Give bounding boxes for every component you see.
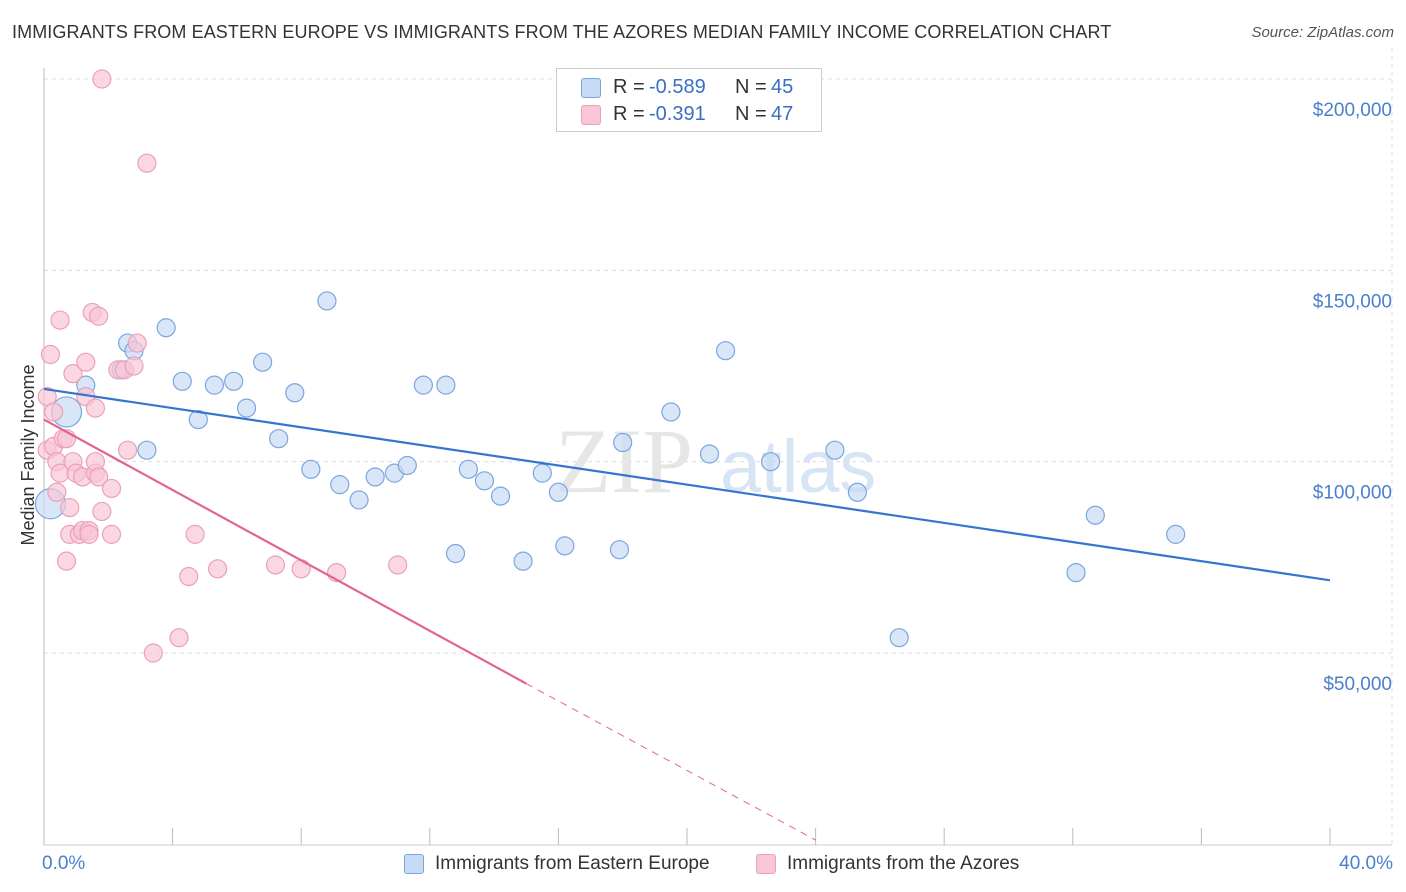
point-azores — [169, 628, 189, 648]
point-azores — [92, 69, 112, 89]
point-azores — [85, 398, 106, 418]
point-azores — [117, 440, 138, 460]
point-eastern-europe — [715, 341, 736, 361]
legend-r-value: -0.589 — [649, 76, 706, 98]
point-azores — [124, 356, 144, 376]
point-azores — [89, 467, 109, 487]
point-eastern-europe — [661, 402, 681, 422]
point-eastern-europe — [889, 628, 909, 648]
point-eastern-europe — [204, 375, 224, 395]
x-tick-label: 40.0% — [1339, 853, 1393, 874]
legend-n-value: 47 — [771, 103, 794, 125]
y-axis-label: Median Family Income — [18, 364, 38, 545]
legend-swatch-blue — [581, 78, 601, 98]
y-tick-label: $200,000 — [1313, 100, 1392, 121]
point-eastern-europe — [365, 467, 385, 487]
point-azores — [185, 524, 205, 544]
point-azores — [63, 364, 83, 384]
point-eastern-europe — [269, 429, 289, 449]
y-tick-label: $100,000 — [1313, 483, 1392, 504]
point-eastern-europe — [172, 371, 192, 391]
correlation-legend: R = -0.589 N = 45 R = -0.391 N = 47 — [556, 68, 822, 132]
trendline-azores — [43, 418, 527, 685]
grid-layer — [44, 48, 1393, 845]
point-eastern-europe — [490, 486, 511, 506]
point-eastern-europe — [555, 536, 575, 556]
legend-n-label: N = — [735, 76, 767, 98]
point-azores — [89, 306, 109, 326]
point-azores — [76, 352, 96, 372]
trendline-azores-extension — [526, 683, 816, 841]
point-azores — [47, 482, 67, 502]
legend-n-label: N = — [735, 103, 767, 125]
trendline-eastern-europe — [43, 387, 1331, 582]
point-eastern-europe — [301, 459, 321, 479]
point-eastern-europe — [285, 383, 305, 403]
point-eastern-europe — [137, 440, 157, 460]
trend-layer — [43, 387, 1331, 841]
point-eastern-europe — [317, 291, 337, 311]
point-eastern-europe — [253, 352, 273, 372]
y-tick-label: $150,000 — [1313, 291, 1392, 312]
y-tick-label: $50,000 — [1323, 674, 1392, 695]
point-eastern-europe — [760, 452, 781, 472]
point-eastern-europe — [458, 459, 478, 479]
point-eastern-europe — [224, 371, 244, 391]
point-eastern-europe — [1085, 505, 1105, 525]
point-eastern-europe — [349, 490, 369, 510]
point-azores — [101, 524, 122, 544]
point-eastern-europe — [532, 463, 552, 483]
point-eastern-europe — [436, 375, 456, 395]
legend-n-value: 45 — [771, 76, 794, 98]
legend-r-label: R = — [613, 76, 645, 98]
chart-title: IMMIGRANTS FROM EASTERN EUROPE VS IMMIGR… — [12, 22, 1112, 42]
point-azores — [56, 551, 77, 571]
point-azores — [388, 555, 408, 575]
point-azores — [143, 643, 163, 663]
source-credit: Source: ZipAtlas.com — [1251, 24, 1394, 41]
point-eastern-europe — [330, 475, 350, 495]
point-azores — [127, 333, 147, 353]
point-eastern-europe — [445, 543, 466, 564]
points-layer — [34, 69, 1186, 663]
legend-r-value: -0.391 — [649, 103, 706, 125]
point-eastern-europe — [613, 432, 633, 453]
point-azores — [40, 344, 61, 365]
point-eastern-europe — [548, 482, 569, 502]
bottom-legend-label: Immigrants from Eastern Europe — [435, 853, 710, 874]
point-azores — [60, 497, 80, 518]
point-azores — [44, 402, 64, 422]
point-eastern-europe — [699, 444, 720, 464]
point-eastern-europe — [609, 540, 630, 560]
label-layer: $50,000 $100,000 $150,000 $200,000 0.0% 40.0%… — [18, 100, 1393, 874]
point-azores — [265, 555, 286, 575]
point-eastern-europe — [474, 471, 495, 491]
point-azores — [101, 478, 122, 499]
point-azores — [137, 153, 157, 173]
point-azores — [79, 524, 99, 544]
point-eastern-europe — [397, 455, 417, 476]
point-eastern-europe — [847, 482, 867, 502]
point-eastern-europe — [1066, 563, 1086, 583]
point-eastern-europe — [156, 318, 176, 338]
point-eastern-europe — [188, 409, 208, 430]
point-azores — [291, 559, 311, 579]
bottom-legend-swatch-pink — [756, 854, 776, 874]
point-eastern-europe — [513, 551, 533, 571]
point-azores — [179, 566, 199, 587]
point-eastern-europe — [1166, 524, 1186, 544]
point-azores — [92, 501, 112, 522]
legend-swatch-pink — [581, 105, 601, 125]
point-eastern-europe — [825, 440, 845, 460]
bottom-legend-label: Immigrants from the Azores — [787, 853, 1020, 874]
point-azores — [50, 310, 70, 330]
legend-r-label: R = — [613, 103, 645, 125]
x-tick-label: 0.0% — [42, 853, 85, 874]
watermark-zip: ZIP — [555, 410, 693, 512]
bottom-legend-swatch-blue — [404, 854, 424, 874]
point-eastern-europe — [413, 375, 433, 395]
point-eastern-europe — [236, 398, 257, 418]
point-azores — [208, 559, 228, 579]
